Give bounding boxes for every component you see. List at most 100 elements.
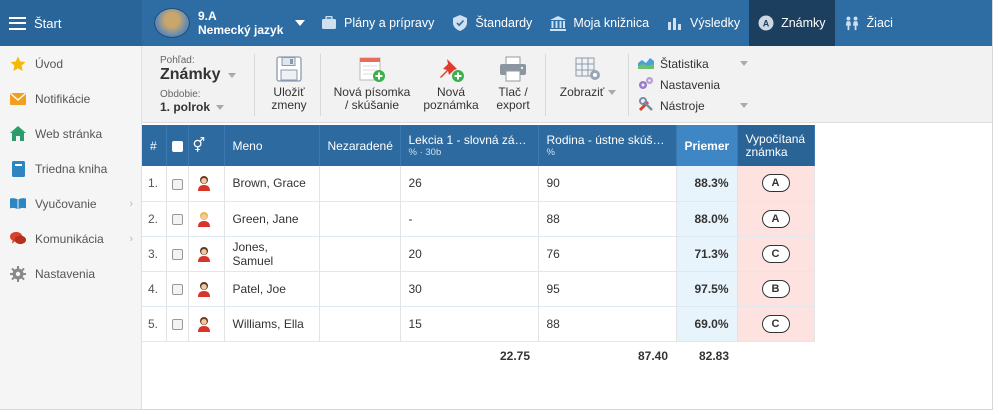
cell-unassigned[interactable] <box>319 236 401 272</box>
table-row: 4. Patel, Joe 30 95 97.5% B <box>142 271 815 307</box>
cell-calculated-grade[interactable]: C <box>737 306 815 342</box>
row-checkbox[interactable] <box>166 166 189 202</box>
show-menu-button[interactable]: Zobraziť <box>556 54 620 99</box>
gear-icon <box>10 265 26 282</box>
tab-results[interactable]: Výsledky <box>658 0 749 46</box>
cell-family[interactable]: 88 <box>538 201 677 237</box>
grade-badge: B <box>761 279 790 298</box>
student-avatar <box>188 166 225 202</box>
cell-calculated-grade[interactable]: B <box>737 271 815 307</box>
row-checkbox[interactable] <box>166 236 189 272</box>
sidebar-item-communication[interactable]: Komunikácia › <box>0 221 141 256</box>
sidebar-item-label: Web stránka <box>35 126 103 141</box>
student-name[interactable]: Jones, Samuel <box>224 236 320 272</box>
print-export-button[interactable]: Tlač / export <box>490 54 536 112</box>
cell-calculated-grade[interactable]: A <box>737 201 815 237</box>
sidebar-item-website[interactable]: Web stránka <box>0 116 141 151</box>
chevron-right-icon: › <box>129 197 133 210</box>
cell-unassigned[interactable] <box>319 271 401 307</box>
student-name[interactable]: Brown, Grace <box>224 166 320 202</box>
sidebar-item-teaching[interactable]: Vyučovanie › <box>0 186 141 221</box>
person-icon <box>197 316 211 332</box>
student-name[interactable]: Williams, Ella <box>224 306 320 342</box>
row-checkbox[interactable] <box>166 201 189 237</box>
cell-unassigned[interactable] <box>319 306 401 342</box>
cell-family[interactable]: 95 <box>538 271 677 307</box>
grade-badge: A <box>761 174 790 193</box>
column-header-family[interactable]: Rodina - ústne skúš… % <box>538 125 677 166</box>
period-selector[interactable]: 1. polrok <box>160 100 246 114</box>
column-header-lesson1[interactable]: Lekcia 1 - slovná zá… % · 30b <box>400 125 539 166</box>
period-value: 1. polrok <box>160 100 211 114</box>
tools-menu[interactable]: Nástroje <box>638 95 748 116</box>
grade-badge: C <box>761 314 790 333</box>
start-menu-button[interactable]: Štart <box>0 0 142 46</box>
tab-grades-label: Známky <box>781 16 826 30</box>
class-selector[interactable]: 9.A Nemecký jazyk <box>142 0 312 46</box>
person-icon <box>197 175 211 192</box>
tab-library[interactable]: Moja knižnica <box>541 0 658 46</box>
statistics-menu[interactable]: Štatistika <box>638 53 748 74</box>
student-avatar <box>188 201 225 237</box>
view-selector[interactable]: Pohľad: Známky Obdobie: 1. polrok <box>160 55 246 114</box>
cell-average: 69.0% <box>676 306 738 342</box>
sidebar-item-home[interactable]: Úvod <box>0 46 141 81</box>
tab-plans[interactable]: Plány a prípravy <box>312 0 443 46</box>
cell-lesson1[interactable]: 20 <box>400 236 539 272</box>
column-header-unassigned[interactable]: Nezaradené <box>319 125 401 166</box>
sidebar-item-class-book[interactable]: Triedna kniha <box>0 151 141 186</box>
toolbar-divider <box>254 54 255 116</box>
cell-unassigned[interactable] <box>319 201 401 237</box>
family-title: Rodina - ústne skúš… <box>546 133 665 147</box>
sidebar: Úvod Notifikácie Web stránka Triedna kni… <box>0 46 142 409</box>
cell-calculated-grade[interactable]: C <box>737 236 815 272</box>
tab-results-label: Výsledky <box>690 16 741 30</box>
column-header-name[interactable]: Meno <box>224 125 320 166</box>
gears-icon <box>638 76 654 93</box>
toolbar-divider <box>628 54 629 116</box>
save-changes-button[interactable]: Uložiť zmeny <box>269 54 309 112</box>
sidebar-item-notifications[interactable]: Notifikácie <box>0 81 141 116</box>
bar-chart-icon <box>667 15 683 31</box>
cell-family[interactable]: 76 <box>538 236 677 272</box>
cell-lesson1[interactable]: - <box>400 201 539 237</box>
start-label: Štart <box>34 15 62 31</box>
row-checkbox[interactable] <box>166 306 189 342</box>
student-name[interactable]: Green, Jane <box>224 201 320 237</box>
student-name[interactable]: Patel, Joe <box>224 271 320 307</box>
cell-family[interactable]: 90 <box>538 166 677 202</box>
column-header-average[interactable]: Priemer <box>676 125 738 166</box>
table-header-row: # ⚥ Meno Nezaradené Lekcia 1 - slovná zá… <box>142 125 815 166</box>
tab-grades[interactable]: A Známky <box>749 0 835 46</box>
tab-students[interactable]: Žiaci <box>835 0 902 46</box>
new-test-button[interactable]: Nová písomka / skúšanie <box>332 54 412 112</box>
hamburger-icon <box>9 16 26 30</box>
select-all-checkbox[interactable] <box>166 125 189 166</box>
column-header-calculated-grade[interactable]: Vypočítaná známka <box>737 125 815 166</box>
student-avatar <box>188 306 225 342</box>
cell-unassigned[interactable] <box>319 166 401 202</box>
cell-lesson1[interactable]: 15 <box>400 306 539 342</box>
new-note-button[interactable]: Nová poznámka <box>420 54 482 112</box>
calc-line-1: Vypočítaná <box>745 131 806 146</box>
cell-calculated-grade[interactable]: A <box>737 166 815 202</box>
settings-menu[interactable]: Nastavenia <box>638 74 748 95</box>
tab-standards[interactable]: Štandardy <box>443 0 541 46</box>
cell-average: 88.0% <box>676 201 738 237</box>
print-label-1: Tlač / <box>498 85 528 99</box>
cell-lesson1[interactable]: 26 <box>400 166 539 202</box>
chevron-down-icon <box>740 61 748 66</box>
cell-lesson1[interactable]: 30 <box>400 271 539 307</box>
shield-icon <box>452 15 468 31</box>
sidebar-item-settings[interactable]: Nastavenia <box>0 256 141 291</box>
grades-table: # ⚥ Meno Nezaradené Lekcia 1 - slovná zá… <box>142 125 815 371</box>
sidebar-item-label: Triedna kniha <box>35 161 108 176</box>
chevron-right-icon: › <box>129 232 133 245</box>
gender-icon[interactable]: ⚥ <box>188 125 225 166</box>
tools-icon <box>638 96 654 115</box>
row-checkbox[interactable] <box>166 271 189 307</box>
show-label: Zobraziť <box>559 85 605 99</box>
grid-settings-icon <box>573 54 603 84</box>
cell-family[interactable]: 88 <box>538 306 677 342</box>
